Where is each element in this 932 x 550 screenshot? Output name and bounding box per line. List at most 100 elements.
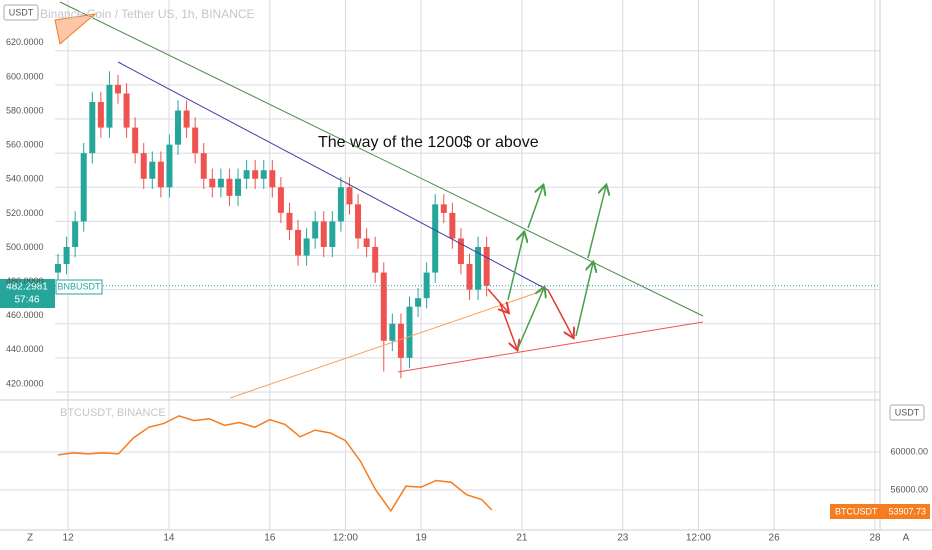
y-tick-label: 580.0000 (6, 105, 44, 115)
chart-title: BTCUSDT, BINANCE (60, 407, 166, 419)
x-tick-label: 26 (769, 533, 781, 544)
candle-body (54, 264, 61, 273)
y-tick-label: 500.0000 (6, 242, 44, 252)
candle-body (123, 93, 130, 128)
annotation: The way of the 1200$ or above (318, 134, 539, 151)
candle-body (380, 272, 387, 341)
chart-title: Binance Coin / Tether US, 1h, BINANCE (40, 7, 255, 21)
symbol-badge (55, 279, 103, 295)
x-tick-label: 12 (63, 533, 75, 544)
arrow (517, 288, 544, 349)
candle-body (183, 110, 190, 128)
candle-body (312, 221, 319, 239)
candle-body (200, 153, 207, 179)
y-tick-label: 440.0000 (6, 344, 44, 354)
currency-badge (3, 4, 39, 21)
candle-body (226, 178, 233, 196)
candle-body (406, 306, 413, 358)
arrow (547, 289, 573, 337)
candle-body (72, 221, 79, 247)
candle-body (432, 204, 439, 273)
candle-body (166, 144, 173, 188)
candle-body (235, 178, 242, 196)
arrow (499, 302, 517, 349)
drawings (54, 1, 704, 399)
candle-body (483, 246, 490, 286)
candle-body (140, 153, 147, 179)
candle-body (243, 170, 250, 179)
candle-body (269, 170, 276, 188)
y-tick-label: 600.0000 (6, 71, 44, 81)
trend-line (117, 61, 549, 291)
y-tick-label: 540.0000 (6, 174, 44, 184)
x-tick-label: 14 (163, 533, 175, 544)
candle-body (209, 178, 216, 188)
y-tick-label: 620.0000 (6, 37, 44, 47)
candle-body (457, 238, 464, 265)
arrow (527, 186, 543, 229)
y-tick-label: 520.0000 (6, 208, 44, 218)
candle-body (363, 238, 370, 247)
candle-body (192, 127, 199, 154)
x-tick-label: 16 (264, 533, 276, 544)
candle-body (80, 153, 87, 222)
candle-body (217, 178, 224, 188)
candle-body (132, 127, 139, 154)
candle-body (149, 161, 156, 179)
countdown: 57:46 (14, 295, 39, 306)
candle-body (252, 170, 259, 179)
arrow (587, 186, 606, 259)
candle-body (106, 84, 113, 128)
candle-body (97, 102, 104, 128)
candle-body (63, 246, 70, 265)
candle-body (277, 187, 284, 213)
currency-label: USDT (895, 407, 920, 417)
x-tick-label: 21 (516, 533, 528, 544)
y2-tick-label: 56000.00 (890, 484, 928, 494)
candle-body (303, 238, 310, 256)
trend-line (59, 1, 704, 317)
candle-body (355, 204, 362, 239)
y-tick-label: 560.0000 (6, 140, 44, 150)
arrow (575, 263, 593, 337)
candle-body (389, 323, 396, 341)
currency-badge (889, 404, 925, 421)
x-tick-label: 12:00 (686, 533, 711, 544)
candle-body (157, 161, 164, 188)
trend-line (397, 321, 704, 373)
y-tick-label: 460.0000 (6, 310, 44, 320)
candle-body (415, 298, 422, 307)
candle-body (175, 110, 182, 145)
candle-body (295, 229, 302, 256)
grid (0, 0, 880, 530)
btc-price: 53907.73 (888, 506, 926, 516)
y2-tick-label: 60000.00 (890, 446, 928, 456)
candle-body (286, 212, 293, 230)
marks (54, 71, 880, 513)
candle-body (466, 264, 473, 290)
candle-body (397, 323, 404, 358)
scale-button[interactable]: A (903, 533, 910, 544)
candle-body (372, 246, 379, 273)
trend-line (229, 289, 546, 399)
candle-body (115, 84, 122, 94)
candle-body (423, 272, 430, 299)
x-tick-label: 23 (617, 533, 629, 544)
candle-body (440, 204, 447, 213)
scale-button[interactable]: Z (27, 533, 33, 544)
symbol-label: BNBUSDT (57, 281, 101, 291)
btc-symbol: BTCUSDT (835, 506, 878, 516)
candle-body (89, 102, 96, 154)
price-line (57, 415, 493, 513)
drawing-triangle (54, 13, 97, 45)
btc-badge (830, 504, 930, 519)
currency-label: USDT (9, 7, 34, 17)
last-price: 482.2981 (6, 282, 48, 293)
y-tick-label: 420.0000 (6, 378, 44, 388)
candle-body (320, 221, 327, 247)
candle-body (449, 212, 456, 239)
candle-body (475, 246, 482, 290)
candle-body (346, 187, 353, 205)
